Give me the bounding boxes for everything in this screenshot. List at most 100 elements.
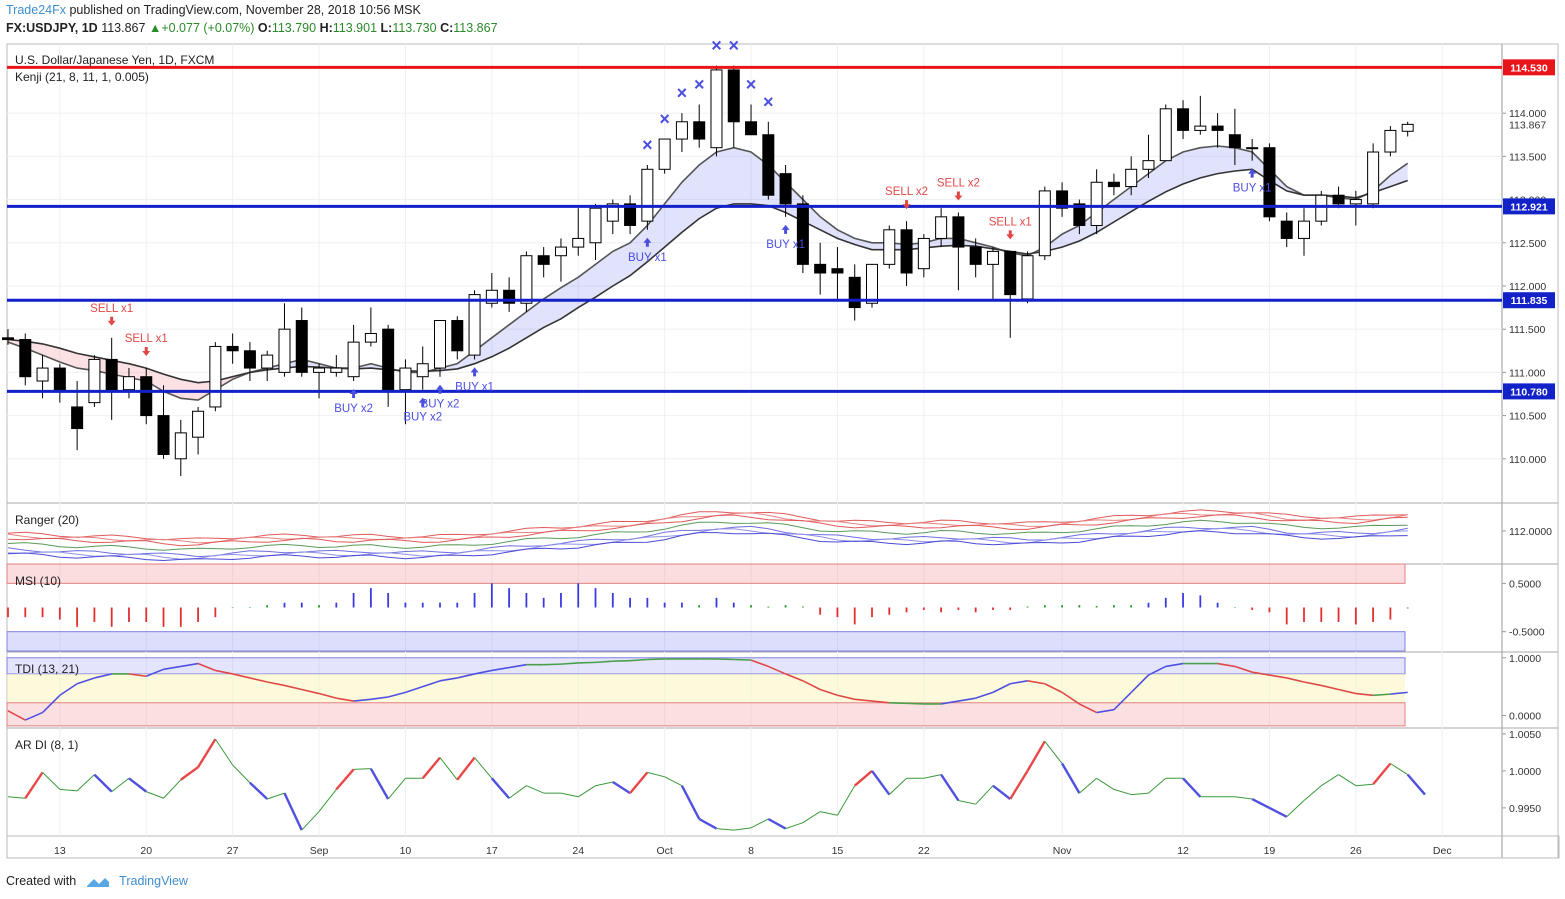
- candle-down[interactable]: [727, 69, 740, 123]
- candle-up[interactable]: [399, 367, 412, 391]
- candle-up[interactable]: [330, 367, 343, 373]
- publisher-link[interactable]: Trade24Fx: [6, 3, 66, 17]
- candle-up[interactable]: [278, 328, 291, 373]
- candle-down[interactable]: [779, 173, 792, 205]
- tdi-line-segment: [647, 658, 665, 661]
- candle-up[interactable]: [434, 320, 446, 369]
- tdi-line-segment: [1079, 703, 1097, 714]
- candle-up[interactable]: [1401, 123, 1414, 132]
- candle-down[interactable]: [503, 289, 516, 304]
- candle-up[interactable]: [1349, 199, 1362, 205]
- candle-up[interactable]: [1367, 151, 1380, 205]
- candle-up[interactable]: [554, 246, 567, 257]
- candle-up[interactable]: [1021, 255, 1034, 300]
- candle-down[interactable]: [1263, 147, 1276, 218]
- candle-up[interactable]: [866, 263, 878, 304]
- candle-down[interactable]: [19, 339, 32, 378]
- candle-up[interactable]: [364, 332, 377, 343]
- candle-down[interactable]: [243, 350, 256, 369]
- created-with-text: Created with: [6, 874, 77, 888]
- candle-up[interactable]: [313, 367, 326, 373]
- candle-down[interactable]: [226, 345, 239, 352]
- candle-up[interactable]: [416, 363, 429, 378]
- candle-down[interactable]: [537, 255, 550, 265]
- candle-down[interactable]: [796, 203, 809, 265]
- kenji-cloud-segment: [578, 264, 596, 308]
- close-value: 113.867: [453, 21, 498, 35]
- kenji-cloud-segment: [491, 324, 510, 357]
- candle-up[interactable]: [1090, 181, 1103, 226]
- tdi-line-segment: [785, 673, 804, 682]
- candle-down[interactable]: [382, 328, 395, 391]
- candle-down[interactable]: [140, 376, 153, 417]
- candle-down[interactable]: [451, 320, 464, 352]
- sell-arrow-icon: [107, 316, 116, 326]
- kenji-cloud-segment: [647, 203, 665, 262]
- candle-down[interactable]: [1228, 134, 1241, 149]
- candle-up[interactable]: [572, 237, 585, 248]
- candle-up[interactable]: [209, 345, 222, 408]
- candle-down[interactable]: [848, 276, 861, 309]
- candle-down[interactable]: [1004, 250, 1017, 296]
- candle-up[interactable]: [261, 354, 274, 369]
- candle-up[interactable]: [1298, 220, 1310, 239]
- tdi-line-segment: [802, 680, 821, 691]
- candle-up[interactable]: [88, 358, 101, 404]
- candle-down[interactable]: [1107, 181, 1120, 188]
- candle-up[interactable]: [1159, 108, 1172, 162]
- candle-up[interactable]: [658, 138, 671, 170]
- candle-up[interactable]: [917, 237, 930, 270]
- candle-up[interactable]: [1315, 194, 1328, 222]
- candle-up[interactable]: [1125, 168, 1138, 188]
- candle-down[interactable]: [295, 320, 308, 373]
- tdi-line-segment: [1355, 692, 1374, 697]
- candle-up[interactable]: [641, 168, 654, 222]
- candle-up[interactable]: [986, 250, 999, 265]
- candle-up[interactable]: [606, 203, 619, 222]
- candle-down[interactable]: [831, 268, 844, 274]
- candle-up[interactable]: [1142, 160, 1155, 170]
- candle-down[interactable]: [1211, 125, 1224, 131]
- candle-up[interactable]: [520, 255, 533, 304]
- candle-up[interactable]: [935, 216, 948, 239]
- candle-up[interactable]: [122, 376, 135, 391]
- candle-down[interactable]: [1332, 194, 1345, 205]
- candle-down[interactable]: [969, 246, 982, 265]
- candle-up[interactable]: [174, 432, 187, 460]
- price-tick-label: 112.000: [1509, 281, 1546, 293]
- candle-down[interactable]: [1073, 203, 1086, 226]
- candle-down[interactable]: [71, 406, 84, 430]
- candle-up[interactable]: [347, 341, 360, 378]
- candle-up[interactable]: [589, 207, 602, 244]
- candle-down[interactable]: [157, 415, 170, 455]
- tradingview-link[interactable]: TradingView: [119, 874, 188, 888]
- candle-up[interactable]: [675, 121, 688, 140]
- candle-down[interactable]: [762, 134, 775, 196]
- candle-up[interactable]: [883, 229, 896, 265]
- candle-up[interactable]: [1038, 190, 1051, 257]
- candle-down[interactable]: [1056, 190, 1069, 209]
- candle-down[interactable]: [2, 337, 14, 341]
- candle-up[interactable]: [710, 69, 723, 149]
- candle-down[interactable]: [693, 121, 706, 140]
- candle-up[interactable]: [1384, 129, 1397, 153]
- candle-down[interactable]: [745, 121, 758, 136]
- candle-down[interactable]: [105, 358, 118, 391]
- candle-down[interactable]: [952, 216, 965, 248]
- candle-up[interactable]: [1194, 125, 1207, 131]
- candle-down[interactable]: [900, 229, 913, 274]
- candle-up[interactable]: [485, 289, 498, 304]
- candle-down[interactable]: [814, 263, 827, 274]
- candle-up[interactable]: [192, 410, 205, 438]
- candle-down[interactable]: [1280, 220, 1293, 239]
- candle-up[interactable]: [1246, 147, 1259, 150]
- candle-up[interactable]: [36, 367, 49, 382]
- candle-down[interactable]: [53, 367, 66, 391]
- candle-down[interactable]: [624, 203, 637, 226]
- candle-up[interactable]: [468, 294, 481, 356]
- time-tick-label: 17: [486, 845, 498, 857]
- candle-down[interactable]: [1177, 108, 1190, 131]
- level-price-label: 110.780: [1510, 386, 1548, 398]
- ardi-line-segment: [1338, 774, 1357, 787]
